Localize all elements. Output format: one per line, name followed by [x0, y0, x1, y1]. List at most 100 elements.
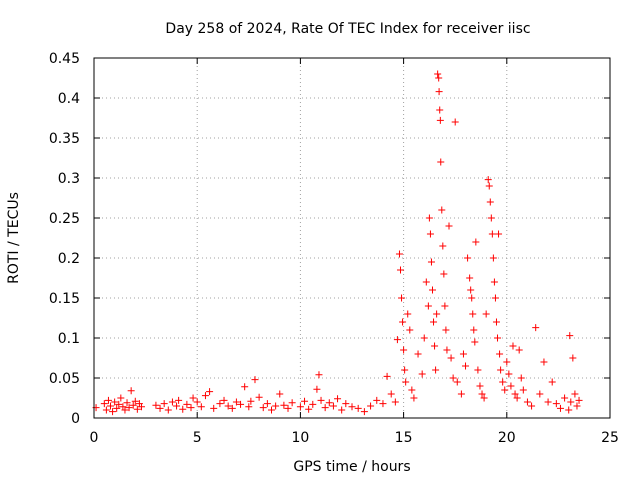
data-point — [395, 250, 403, 258]
data-point — [482, 310, 490, 318]
data-point — [435, 74, 443, 82]
data-point — [432, 366, 440, 374]
data-point — [540, 358, 548, 366]
data-point — [476, 382, 484, 390]
data-point — [373, 396, 381, 404]
data-point — [360, 408, 368, 416]
data-point — [470, 326, 478, 334]
data-point — [367, 402, 375, 410]
data-point — [445, 222, 453, 230]
data-point — [321, 404, 329, 412]
data-point — [329, 402, 337, 410]
data-point — [471, 338, 479, 346]
data-point — [496, 350, 504, 358]
data-point — [464, 254, 472, 262]
chart-title: Day 258 of 2024, Rate Of TEC Index for r… — [165, 21, 530, 37]
data-point — [565, 406, 573, 414]
data-point — [232, 398, 240, 406]
data-point — [507, 382, 515, 390]
data-point — [435, 88, 443, 96]
data-point — [100, 400, 108, 408]
data-point — [228, 404, 236, 412]
data-point — [247, 397, 255, 405]
data-point — [462, 362, 470, 370]
y-tick-label: 0.25 — [49, 211, 80, 227]
data-point — [117, 394, 125, 402]
y-tick-label: 0.2 — [58, 251, 80, 267]
data-point — [255, 393, 263, 401]
data-point — [123, 399, 131, 407]
data-point — [517, 374, 525, 382]
x-tick-label: 5 — [193, 430, 202, 446]
data-point — [296, 403, 304, 411]
data-point — [571, 390, 579, 398]
data-point — [133, 405, 141, 413]
data-point — [338, 406, 346, 414]
data-point — [433, 310, 441, 318]
data-point — [427, 258, 435, 266]
data-point — [422, 278, 430, 286]
data-point — [137, 403, 145, 411]
data-point — [113, 404, 121, 412]
y-tick-label: 0.05 — [49, 371, 80, 387]
data-point — [434, 70, 442, 78]
data-point — [280, 401, 288, 409]
data-point — [399, 318, 407, 326]
data-point — [438, 206, 446, 214]
data-point — [404, 310, 412, 318]
data-point — [127, 387, 135, 395]
data-point — [393, 336, 401, 344]
data-point — [237, 400, 245, 408]
data-point — [544, 398, 552, 406]
data-point — [251, 376, 259, 384]
data-point — [263, 400, 271, 408]
data-point — [501, 386, 509, 394]
data-point — [447, 354, 455, 362]
data-point — [480, 394, 488, 402]
data-point — [102, 406, 110, 414]
data-point — [494, 334, 502, 342]
data-point — [301, 397, 309, 405]
data-point — [566, 332, 574, 340]
x-axis-label: GPS time / hours — [293, 459, 410, 475]
data-point — [466, 274, 474, 282]
data-point — [111, 398, 119, 406]
x-tick-label: 0 — [90, 430, 99, 446]
data-point — [220, 396, 228, 404]
data-point — [216, 400, 224, 408]
data-point — [515, 346, 523, 354]
data-point — [152, 401, 160, 409]
data-point — [468, 294, 476, 302]
data-point — [505, 370, 513, 378]
data-point — [397, 266, 405, 274]
data-point — [430, 318, 438, 326]
y-axis-ticks: 0 0.05 0.1 0.15 0.2 0.25 0.3 0.35 0.4 0.45 — [49, 51, 610, 427]
data-point — [436, 106, 444, 114]
data-point — [121, 406, 129, 414]
data-point — [259, 404, 267, 412]
data-point — [489, 254, 497, 262]
data-point — [400, 346, 408, 354]
y-tick-label: 0.45 — [49, 51, 80, 67]
data-point — [420, 334, 428, 342]
data-point — [431, 342, 439, 350]
data-point — [342, 400, 350, 408]
data-point — [402, 378, 410, 386]
data-point — [556, 404, 564, 412]
data-point — [206, 388, 214, 396]
data-point — [484, 176, 492, 184]
data-point — [428, 286, 436, 294]
data-point — [175, 396, 183, 404]
data-point — [241, 383, 249, 391]
data-point — [436, 116, 444, 124]
data-point — [387, 390, 395, 398]
data-point — [472, 238, 480, 246]
data-point — [532, 324, 540, 332]
data-point — [567, 398, 575, 406]
data-point — [129, 401, 137, 409]
data-point — [408, 386, 416, 394]
data-point — [497, 366, 505, 374]
data-point — [488, 230, 496, 238]
data-points — [92, 70, 583, 416]
